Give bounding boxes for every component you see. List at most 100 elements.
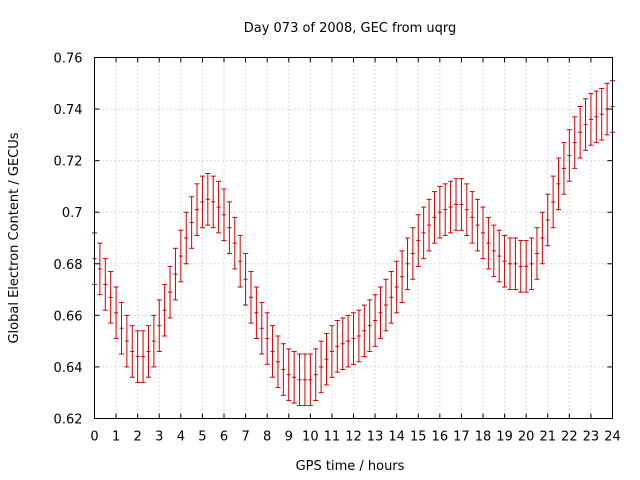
- error-bar: [189, 196, 195, 249]
- error-bar: [194, 183, 200, 236]
- error-bar: [151, 314, 157, 368]
- error-bar: [377, 286, 383, 340]
- x-tick-label: 8: [263, 430, 271, 445]
- x-axis-label: GPS time / hours: [296, 459, 405, 474]
- x-tick-label: 4: [177, 430, 185, 445]
- error-bar: [572, 116, 578, 169]
- error-bar: [129, 325, 135, 378]
- error-bar: [507, 237, 513, 291]
- error-bar: [291, 350, 297, 404]
- error-bar: [448, 180, 454, 234]
- error-bar: [259, 301, 265, 355]
- error-bar: [394, 260, 400, 314]
- x-tick-labels: 0 1 2 3 4 5 6 7 8 9 10 11 12 13 14 15 16 17 18 19 20 21 22 23 24: [90, 430, 620, 445]
- x-tick-label: 10: [302, 430, 319, 445]
- error-bar: [399, 250, 405, 303]
- y-tick-label: 0.7: [62, 206, 83, 221]
- error-bar: [512, 237, 518, 291]
- error-bar: [216, 180, 222, 234]
- x-tick-label: 5: [198, 430, 206, 445]
- error-bar: [404, 237, 410, 291]
- error-bar: [577, 105, 583, 159]
- y-tick-label: 0.74: [54, 103, 83, 118]
- error-bar: [178, 229, 184, 283]
- x-tick-label: 15: [410, 430, 427, 445]
- error-bar: [426, 198, 432, 252]
- error-bar: [604, 82, 610, 136]
- x-tick-label: 16: [432, 430, 449, 445]
- error-bar: [383, 278, 389, 332]
- error-bar: [458, 178, 464, 231]
- error-bar: [118, 301, 124, 355]
- error-bar: [324, 332, 330, 386]
- error-bar: [583, 98, 589, 151]
- error-bar: [480, 206, 486, 260]
- x-tick-label: 13: [367, 430, 384, 445]
- error-bar: [334, 320, 340, 373]
- error-bar: [183, 211, 189, 265]
- error-bar: [135, 330, 141, 383]
- x-tick-label: 12: [345, 430, 362, 445]
- error-bar: [97, 242, 103, 296]
- x-tick-label: 14: [388, 430, 405, 445]
- x-tick-label: 3: [155, 430, 163, 445]
- error-bar: [351, 312, 356, 365]
- error-bar: [361, 304, 367, 358]
- x-tick-label: 11: [324, 430, 341, 445]
- y-tick-label: 0.62: [54, 413, 83, 428]
- error-bar: [286, 348, 292, 401]
- error-bar: [307, 353, 313, 407]
- x-tick-label: 9: [285, 430, 293, 445]
- error-bar: [280, 343, 286, 396]
- chart-title: Day 073 of 2008, GEC from uqrg: [244, 21, 457, 36]
- error-bar: [464, 183, 470, 236]
- x-tick-label: 20: [518, 430, 535, 445]
- x-tick-label: 21: [539, 430, 556, 445]
- error-bar: [437, 185, 443, 239]
- error-bar: [561, 142, 567, 195]
- error-bar: [297, 353, 303, 407]
- error-bar: [421, 206, 427, 260]
- y-tick-label: 0.66: [54, 309, 83, 324]
- error-bar: [550, 175, 556, 229]
- x-tick-label: 17: [453, 430, 470, 445]
- x-tick-label: 0: [90, 430, 98, 445]
- error-bar: [102, 258, 108, 311]
- error-bar: [275, 335, 281, 389]
- error-bar: [113, 286, 119, 340]
- error-bar: [588, 93, 594, 146]
- error-bar: [313, 348, 319, 401]
- x-tick-label: 18: [475, 430, 492, 445]
- error-bar: [237, 234, 243, 288]
- error-bar: [431, 191, 437, 244]
- error-bar: [329, 325, 335, 378]
- error-bar: [599, 87, 605, 141]
- error-bar: [372, 294, 378, 347]
- error-bar: [199, 175, 205, 229]
- error-bars: [92, 80, 615, 407]
- error-bar: [475, 198, 481, 252]
- error-bar: [523, 240, 529, 293]
- error-bar: [356, 309, 362, 363]
- error-bar: [253, 286, 259, 340]
- error-bar: [442, 183, 448, 236]
- error-bar: [318, 340, 324, 394]
- y-tick-label: 0.64: [54, 361, 83, 376]
- error-bar: [566, 129, 572, 182]
- error-bar: [518, 240, 524, 293]
- error-bar: [593, 90, 599, 144]
- error-bar: [340, 317, 346, 371]
- error-bar: [243, 252, 249, 306]
- error-bar: [556, 157, 562, 211]
- y-tick-label: 0.68: [54, 258, 83, 273]
- y-tick-label: 0.76: [54, 52, 83, 67]
- error-bar: [145, 325, 151, 378]
- error-bar: [545, 193, 551, 247]
- x-tick-label: 19: [496, 430, 513, 445]
- axis-ticks: [94, 57, 613, 419]
- x-tick-label: 2: [134, 430, 142, 445]
- error-bar: [388, 271, 394, 324]
- error-bar: [502, 234, 508, 288]
- error-bar: [302, 353, 308, 407]
- error-bar: [124, 314, 130, 368]
